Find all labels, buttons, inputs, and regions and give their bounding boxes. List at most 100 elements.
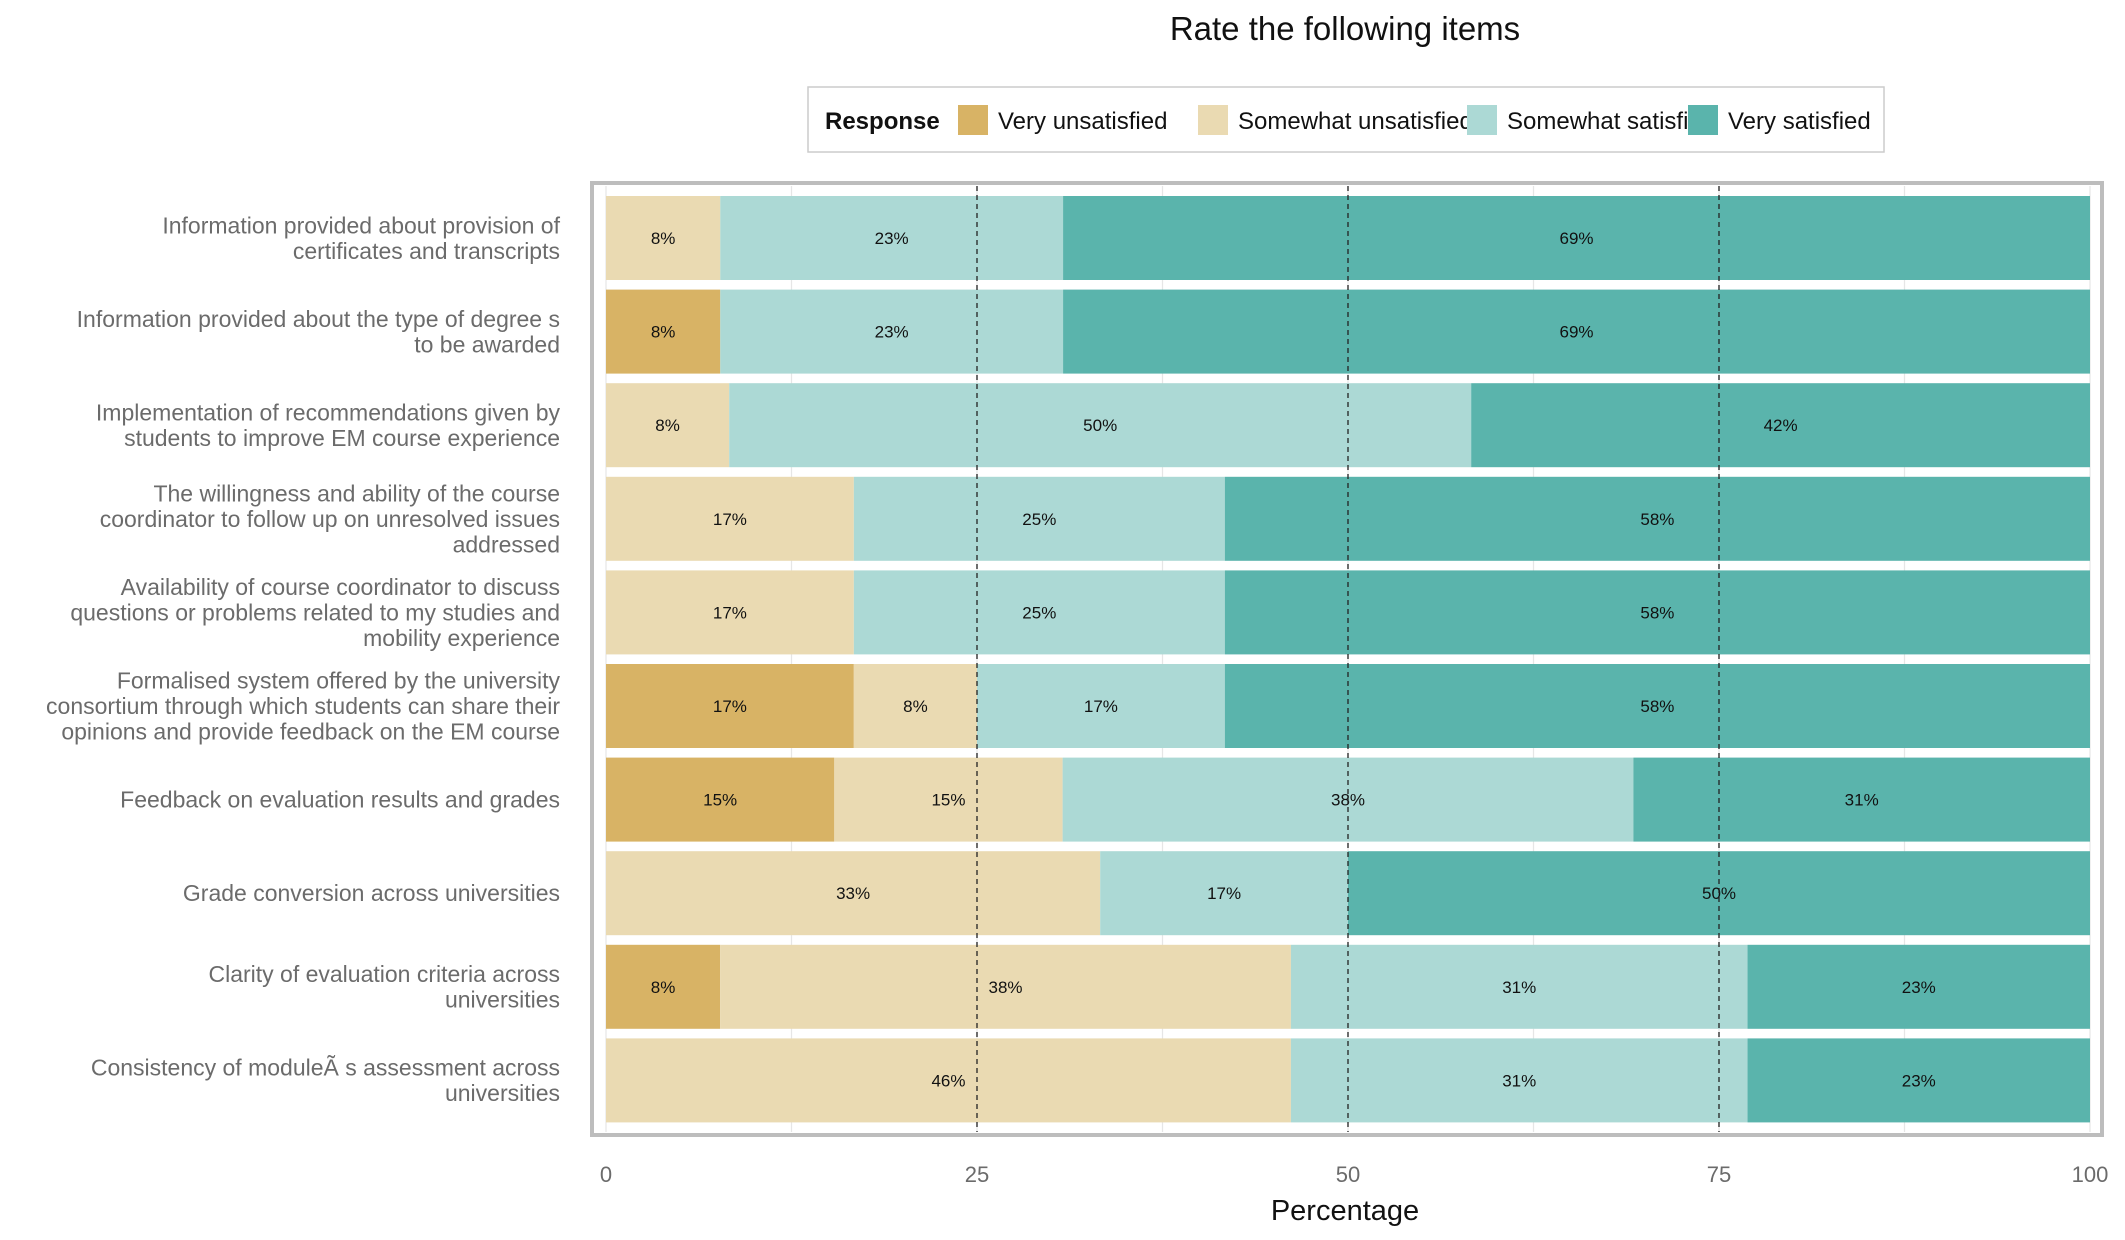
legend-swatch [1198,105,1228,135]
segment-label: 15% [931,791,965,810]
segment-label: 23% [875,229,909,248]
segment-label: 25% [1022,510,1056,529]
bar-segment [720,289,1064,374]
x-tick-label: 75 [1707,1162,1731,1187]
category-label: questions or problems related to my stud… [70,599,560,625]
segment-label: 50% [1702,884,1736,903]
segment-label: 8% [655,416,680,435]
bar-segment [606,289,721,374]
category-label: Feedback on evaluation results and grade… [120,787,560,813]
bar-segment [853,570,1225,655]
segment-label: 25% [1022,603,1056,622]
x-axis-ticks: 0 25 50 75 100 [600,1162,2108,1187]
category-labels: Information provided about provision ofc… [46,212,561,1106]
category-label: addressed [453,531,560,557]
bar-segment [720,196,1064,280]
category-label: Information provided about provision of [162,212,560,238]
segment-label: 23% [1902,1071,1936,1090]
x-axis-title: Percentage [1271,1195,1419,1227]
segment-label: 8% [651,978,676,997]
bar-segment [606,196,721,280]
segment-label: 69% [1560,229,1594,248]
x-tick-label: 25 [965,1162,989,1187]
category-label: opinions and provide feedback on the EM … [61,719,560,745]
legend-label: Very unsatisfied [998,108,1167,135]
category-label: students to improve EM course experience [124,425,560,451]
bar-segment [606,1038,1291,1123]
legend-label: Somewhat unsatisfied [1238,108,1473,135]
bar-segment [606,383,730,468]
segment-label: 17% [1207,884,1241,903]
x-tick-label: 50 [1336,1162,1360,1187]
segment-label: 23% [1902,978,1936,997]
category-label: Formalised system offered by the univers… [117,668,561,694]
legend-label: Very satisfied [1728,108,1871,135]
segment-label: 15% [703,791,737,810]
bar-segment [1747,1038,2090,1123]
segment-label: 8% [651,229,676,248]
segment-label: 50% [1083,416,1117,435]
category-label: certificates and transcripts [293,238,560,264]
chart-title: Rate the following items [1170,10,1520,47]
category-label: Availability of course coordinator to di… [121,574,560,600]
category-label: Implementation of recommendations given … [96,399,561,425]
bar-segment [1224,570,2090,655]
category-label: Grade conversion across universities [183,880,560,906]
category-label: coordinator to follow up on unresolved i… [100,506,560,532]
category-label: Clarity of evaluation criteria across [208,961,560,987]
legend-swatch [958,105,988,135]
segment-label: 58% [1640,697,1674,716]
bar-segment [606,664,854,748]
bar-segment [1100,851,1348,936]
bar-segment [1747,944,2090,1029]
segment-label: 17% [713,603,747,622]
bar-segment [1224,476,2090,561]
bar-segment [1063,289,2090,374]
category-label: universities [445,987,560,1013]
category-label: Consistency of moduleÃ s assessment acro… [91,1055,560,1081]
bar-segment [853,664,977,748]
bar-segment [606,570,854,655]
segment-label: 42% [1764,416,1798,435]
category-label: consortium through which students can sh… [46,693,560,719]
bar-segment [834,757,1063,842]
bar-segment [1633,757,2090,842]
category-label: universities [445,1080,560,1106]
segment-label: 17% [1084,697,1118,716]
x-tick-label: 0 [600,1162,612,1187]
bar-segment [853,476,1225,561]
legend: Response Very unsatisfied Somewhat unsati… [807,86,1885,153]
legend-swatch [1467,105,1497,135]
legend-label: Somewhat satisfied [1507,108,1715,135]
segment-label: 17% [713,697,747,716]
segment-label: 69% [1560,323,1594,342]
segment-label: 31% [1502,978,1536,997]
segment-label: 8% [903,697,928,716]
bar-segment [1471,383,2090,468]
segment-label: 46% [931,1071,965,1090]
category-label: Information provided about the type of d… [77,306,560,332]
legend-swatch [1688,105,1718,135]
segment-label: 58% [1640,510,1674,529]
bar-segment [1224,664,2090,748]
bar-segment [1290,1038,1748,1123]
segment-label: 31% [1502,1071,1536,1090]
segment-label: 23% [875,323,909,342]
bar-segment [977,664,1225,748]
category-label: The willingness and ability of the cours… [153,480,560,506]
bar-segment [1063,196,2090,280]
segment-label: 33% [836,884,870,903]
legend-title: Response [825,108,940,135]
segment-label: 58% [1640,603,1674,622]
bar-segment [720,944,1291,1029]
segment-label: 31% [1845,791,1879,810]
bar-segment [606,851,1101,936]
segment-label: 17% [713,510,747,529]
bar-segment [1290,944,1748,1029]
bar-segment [606,476,854,561]
segment-labels: 8% 23% 69% 8% 23% 69% 8% 50% 42% 17% 25% 58% 17% 25% 5… [651,229,1936,1090]
category-label: mobility experience [363,625,560,651]
category-label: to be awarded [414,331,560,357]
segment-label: 8% [651,323,676,342]
